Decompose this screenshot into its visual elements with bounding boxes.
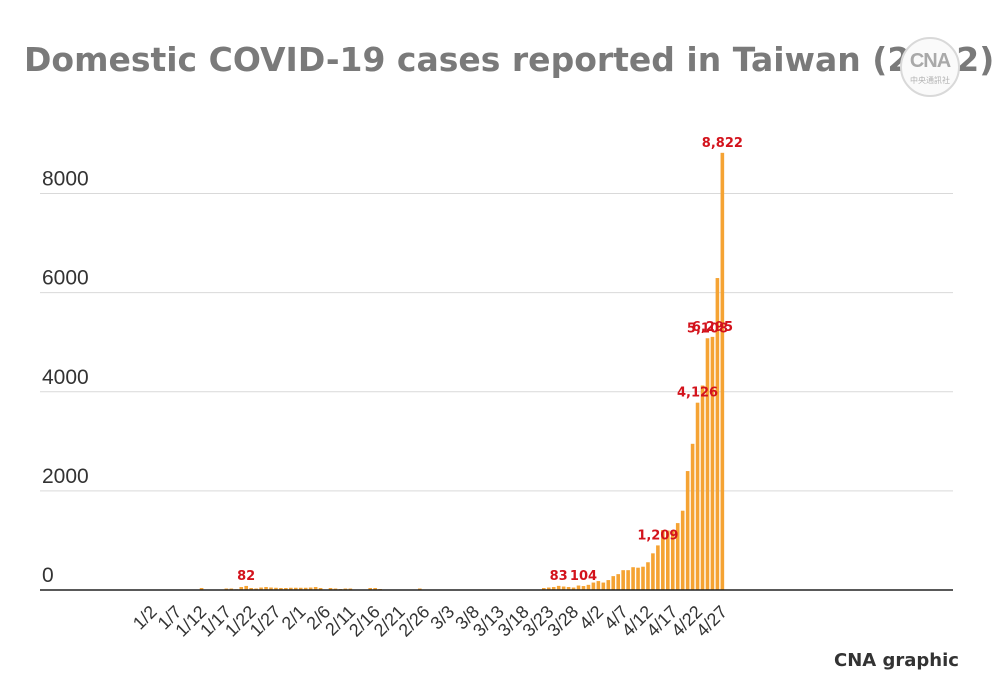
data-label: 8,822 xyxy=(702,136,743,151)
bar xyxy=(571,587,576,590)
bar xyxy=(695,402,700,590)
bar xyxy=(661,530,665,590)
source-credit: CNA graphic xyxy=(834,650,959,671)
bar xyxy=(656,545,660,590)
bar xyxy=(373,588,377,590)
bar xyxy=(279,588,283,590)
bar xyxy=(199,588,204,590)
bars xyxy=(194,152,725,590)
data-label: 5,108 xyxy=(687,321,728,336)
bar xyxy=(546,587,551,590)
y-tick-label: 2000 xyxy=(42,465,89,488)
bar xyxy=(611,576,616,590)
bar xyxy=(720,152,725,590)
bar xyxy=(710,336,715,590)
bar xyxy=(651,553,655,590)
bar xyxy=(259,587,263,590)
bar xyxy=(666,530,670,590)
data-label: 82 xyxy=(237,569,255,584)
bar xyxy=(289,587,293,590)
bar xyxy=(556,585,561,590)
bar xyxy=(606,580,611,590)
bar xyxy=(596,581,601,590)
bar xyxy=(641,566,645,590)
bar xyxy=(249,588,253,590)
bar xyxy=(675,523,680,590)
bar xyxy=(636,567,640,590)
data-label: 83 xyxy=(550,569,568,584)
data-label: 4,126 xyxy=(677,386,718,401)
bar xyxy=(591,582,596,590)
gridlines xyxy=(40,193,953,492)
bar xyxy=(274,587,278,590)
bar xyxy=(284,588,288,590)
bar xyxy=(294,587,298,590)
bar xyxy=(601,582,606,590)
x-axis-ticks: 1/21/71/121/171/221/272/12/62/112/162/21… xyxy=(129,602,731,641)
bar xyxy=(298,587,303,590)
bar xyxy=(685,471,690,590)
y-tick-label: 8000 xyxy=(42,168,89,191)
bar xyxy=(680,510,685,590)
bar xyxy=(542,588,546,590)
bar xyxy=(264,587,268,590)
bar xyxy=(621,570,625,590)
x-tick-label: 4/27 xyxy=(692,602,731,641)
bar xyxy=(368,588,372,590)
bar xyxy=(308,587,313,590)
bar xyxy=(670,530,675,590)
bar xyxy=(576,585,581,590)
data-label: 1,209 xyxy=(637,528,678,543)
bar xyxy=(715,278,720,590)
bar xyxy=(700,385,705,590)
bar xyxy=(244,585,248,590)
y-tick-label: 6000 xyxy=(42,267,89,290)
bar xyxy=(551,587,556,590)
chart-title: Domestic COVID-19 cases reported in Taiw… xyxy=(24,40,994,79)
cna-logo-text: 中央通訊社 xyxy=(910,76,950,85)
bar xyxy=(318,588,323,590)
bar xyxy=(566,587,571,590)
bar xyxy=(616,574,620,590)
bar xyxy=(561,586,566,590)
y-tick-label: 0 xyxy=(42,564,54,587)
bar xyxy=(705,338,710,590)
bar xyxy=(313,587,318,590)
y-axis-ticks: 0 2000 4000 6000 8000 xyxy=(42,168,89,587)
data-label: 104 xyxy=(570,569,597,584)
bar xyxy=(626,570,630,590)
bar xyxy=(328,588,333,590)
y-tick-label: 4000 xyxy=(42,366,89,389)
bar xyxy=(269,587,273,590)
bar xyxy=(586,584,591,590)
bar xyxy=(239,587,244,590)
bar xyxy=(631,567,635,590)
cna-logo: CNA 中央通訊社 xyxy=(900,37,960,97)
bar xyxy=(581,586,586,590)
data-label: 6,295 xyxy=(692,320,733,335)
bar xyxy=(646,562,650,590)
bar xyxy=(303,587,308,590)
cna-logo-mark: CNA xyxy=(909,50,951,72)
bar xyxy=(690,443,695,590)
